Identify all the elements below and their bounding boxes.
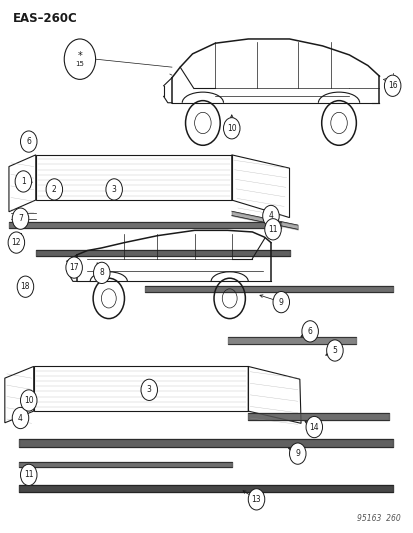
- Text: 10: 10: [226, 124, 236, 133]
- Circle shape: [12, 407, 28, 429]
- Text: 95163  260: 95163 260: [356, 514, 400, 523]
- Text: 8: 8: [99, 269, 104, 277]
- Text: 17: 17: [69, 263, 79, 272]
- Circle shape: [262, 205, 278, 227]
- Text: 14: 14: [309, 423, 318, 432]
- Text: 4: 4: [18, 414, 23, 423]
- Circle shape: [289, 443, 305, 464]
- Text: 11: 11: [268, 225, 277, 234]
- Circle shape: [21, 464, 37, 486]
- Circle shape: [305, 416, 322, 438]
- Text: 18: 18: [21, 282, 30, 291]
- Circle shape: [141, 379, 157, 400]
- Circle shape: [66, 257, 82, 278]
- Text: 2: 2: [52, 185, 57, 194]
- Text: 10: 10: [24, 396, 33, 405]
- Text: 3: 3: [112, 185, 116, 194]
- Text: 9: 9: [294, 449, 299, 458]
- Text: 6: 6: [307, 327, 312, 336]
- Circle shape: [326, 340, 342, 361]
- Text: 3: 3: [147, 385, 151, 394]
- Text: +: +: [388, 72, 395, 81]
- Circle shape: [93, 262, 110, 284]
- Circle shape: [272, 292, 289, 313]
- Text: 16: 16: [387, 81, 396, 90]
- Circle shape: [8, 232, 24, 253]
- Circle shape: [17, 276, 33, 297]
- Circle shape: [21, 390, 37, 411]
- Circle shape: [15, 171, 31, 192]
- Text: 1: 1: [21, 177, 26, 186]
- Text: 7: 7: [18, 214, 23, 223]
- Text: 4: 4: [268, 212, 273, 221]
- Circle shape: [64, 39, 95, 79]
- Circle shape: [248, 489, 264, 510]
- Text: 11: 11: [24, 471, 33, 479]
- Circle shape: [21, 131, 37, 152]
- Circle shape: [384, 75, 400, 96]
- Text: EAS–260C: EAS–260C: [13, 12, 78, 26]
- Text: 13: 13: [251, 495, 261, 504]
- Circle shape: [12, 208, 28, 229]
- Circle shape: [223, 118, 240, 139]
- Text: 6: 6: [26, 137, 31, 146]
- Text: *: *: [77, 51, 82, 61]
- Circle shape: [264, 219, 280, 240]
- Text: 15: 15: [75, 61, 84, 68]
- Text: 5: 5: [332, 346, 337, 355]
- Text: 9: 9: [278, 297, 283, 306]
- Circle shape: [301, 321, 318, 342]
- Circle shape: [106, 179, 122, 200]
- Text: 12: 12: [12, 238, 21, 247]
- Circle shape: [46, 179, 62, 200]
